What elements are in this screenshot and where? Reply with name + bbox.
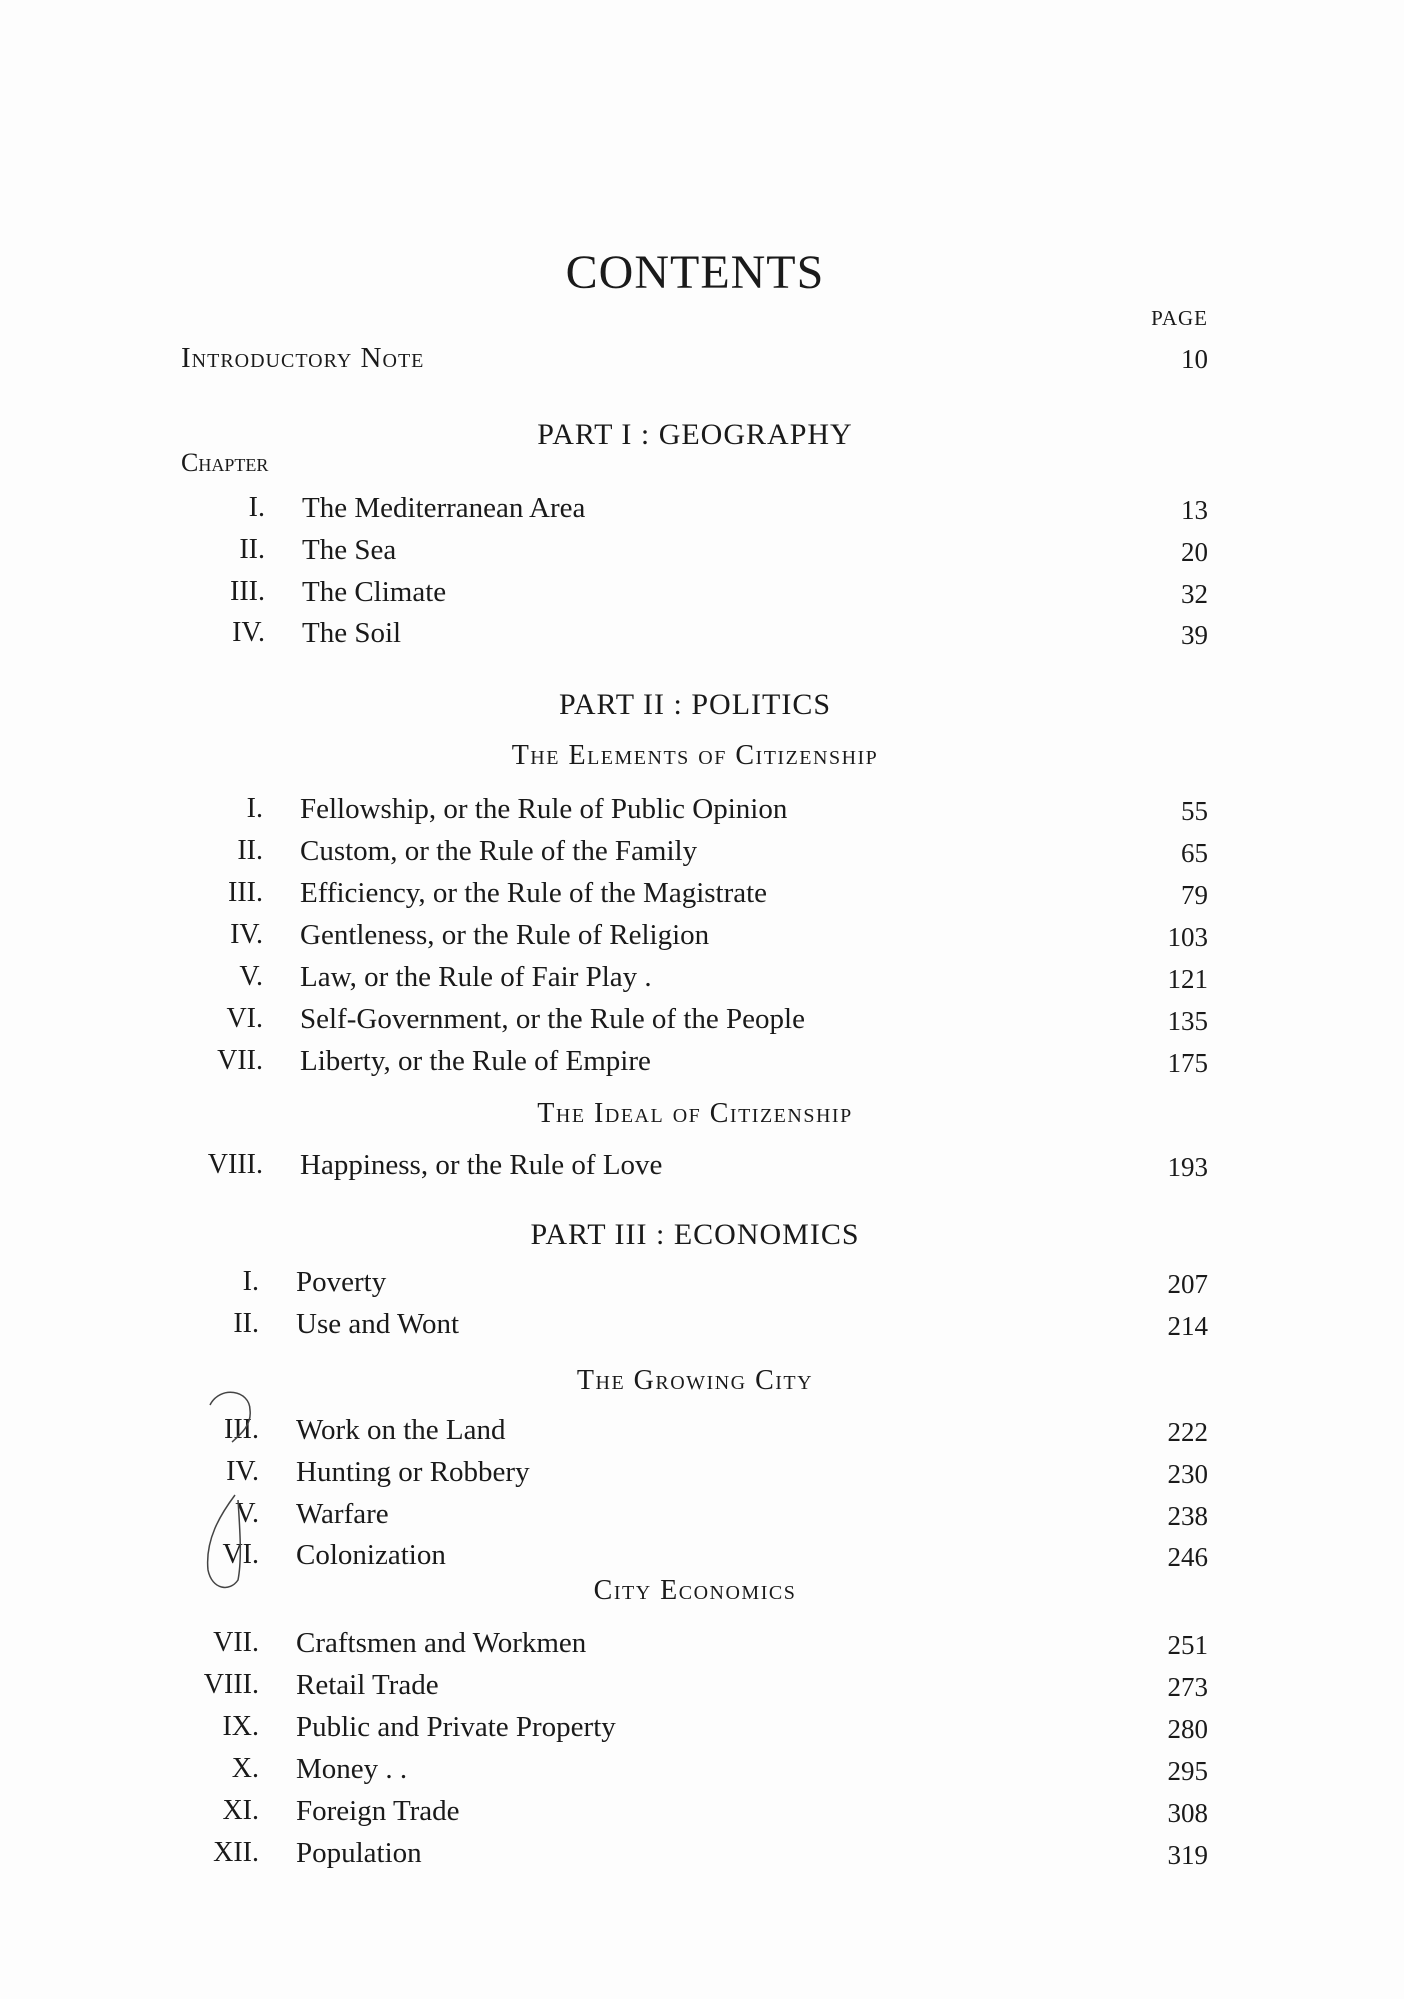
chapter-number: III. [228,877,263,908]
chapter-title: Self-Government, or the Rule of the Peop… [300,1003,805,1035]
chapter-number: X. [231,1753,259,1784]
chapter-title: Craftsmen and Workmen [296,1627,587,1659]
chapter-label: Chapter [181,448,269,477]
chapter-title: The Mediterranean Area [302,492,586,524]
chapter-title: Money . . [296,1753,408,1785]
chapter-title: Retail Trade [296,1669,439,1701]
chapter-number: IV. [226,1456,259,1487]
chapter-number: VII. [217,1045,263,1076]
chapter-number: V. [235,1498,259,1529]
page-column-header: PAGE [1151,306,1208,330]
chapter-number: VIII. [207,1149,263,1180]
chapter-number: I. [246,793,263,824]
part-heading: PART III : ECONOMICS [530,1218,860,1251]
chapter-page: 295 [1167,1756,1209,1786]
chapter-title: Population [296,1837,422,1869]
chapter-number: V. [239,961,263,992]
chapter-page: 39 [1181,620,1208,650]
chapter-number: I. [242,1266,259,1297]
chapter-number: III. [230,576,265,607]
section-subheading: The Ideal of Citizenship [537,1098,853,1129]
chapter-title: Custom, or the Rule of the Family [300,835,698,867]
handwritten-pencil-mark [206,1391,251,1589]
chapter-page: 32 [1181,579,1208,609]
introductory-note-page: 10 [1181,344,1208,374]
chapter-page: 135 [1167,1006,1209,1036]
chapter-page: 13 [1181,495,1208,525]
chapter-title: Efficiency, or the Rule of the Magistrat… [300,877,768,909]
chapter-page: 79 [1181,880,1208,910]
chapter-number: XI. [222,1795,259,1826]
chapter-number: IV. [230,919,263,950]
chapter-page: 121 [1167,964,1209,994]
chapter-title: Poverty [296,1266,387,1298]
chapter-page: 214 [1167,1311,1209,1341]
chapter-page: 230 [1167,1459,1209,1489]
chapter-number: I. [248,492,265,523]
chapter-page: 280 [1167,1714,1209,1744]
chapter-page: 55 [1181,796,1208,826]
chapter-title: Liberty, or the Rule of Empire [300,1045,651,1077]
chapter-page: 175 [1167,1048,1209,1078]
chapter-page: 273 [1167,1672,1209,1702]
chapter-title: The Soil [302,617,402,649]
part-heading: PART I : GEOGRAPHY [537,418,853,451]
chapter-title: The Sea [302,534,397,566]
chapter-page: 193 [1167,1152,1209,1182]
page-title: CONTENTS [565,246,825,299]
chapter-page: 251 [1167,1630,1209,1660]
chapter-page: 222 [1167,1417,1209,1447]
chapter-page: 308 [1167,1798,1209,1828]
chapter-title: Happiness, or the Rule of Love [300,1149,663,1181]
chapter-page: 238 [1167,1501,1209,1531]
chapter-title: Gentleness, or the Rule of Religion [300,919,710,951]
section-subheading: City Economics [593,1575,797,1606]
chapter-number: II. [233,1308,259,1339]
chapter-title: Fellowship, or the Rule of Public Opinio… [300,793,788,825]
chapter-page: 20 [1181,537,1208,567]
chapter-title: Foreign Trade [296,1795,460,1827]
part-heading: PART II : POLITICS [558,688,832,721]
section-subheading: The Elements of Citizenship [511,740,879,771]
chapter-title: Law, or the Rule of Fair Play . [300,961,652,993]
chapter-page: 319 [1167,1840,1209,1870]
chapter-page: 65 [1181,838,1208,868]
chapter-title: Use and Wont [296,1308,460,1340]
chapter-title: Hunting or Robbery [296,1456,530,1488]
chapter-number: II. [237,835,263,866]
chapter-title: Work on the Land [296,1414,506,1446]
chapter-number: IV. [232,617,265,648]
chapter-number: XII. [213,1837,259,1868]
chapter-title: The Climate [302,576,447,608]
chapter-number: VI. [226,1003,263,1034]
chapter-page: 207 [1167,1269,1209,1299]
chapter-page: 246 [1167,1542,1209,1572]
chapter-number: IX. [222,1711,259,1742]
chapter-page: 103 [1167,922,1209,952]
chapter-number: VIII. [203,1669,259,1700]
chapter-number: II. [239,534,265,565]
chapter-number: VII. [213,1627,259,1658]
chapter-title: Warfare [296,1498,389,1530]
section-subheading: The Growing City [576,1365,814,1396]
introductory-note-label: Introductory Note [181,342,425,374]
chapter-number: III. [224,1414,259,1445]
chapter-title: Colonization [296,1539,446,1571]
chapter-title: Public and Private Property [296,1711,616,1743]
